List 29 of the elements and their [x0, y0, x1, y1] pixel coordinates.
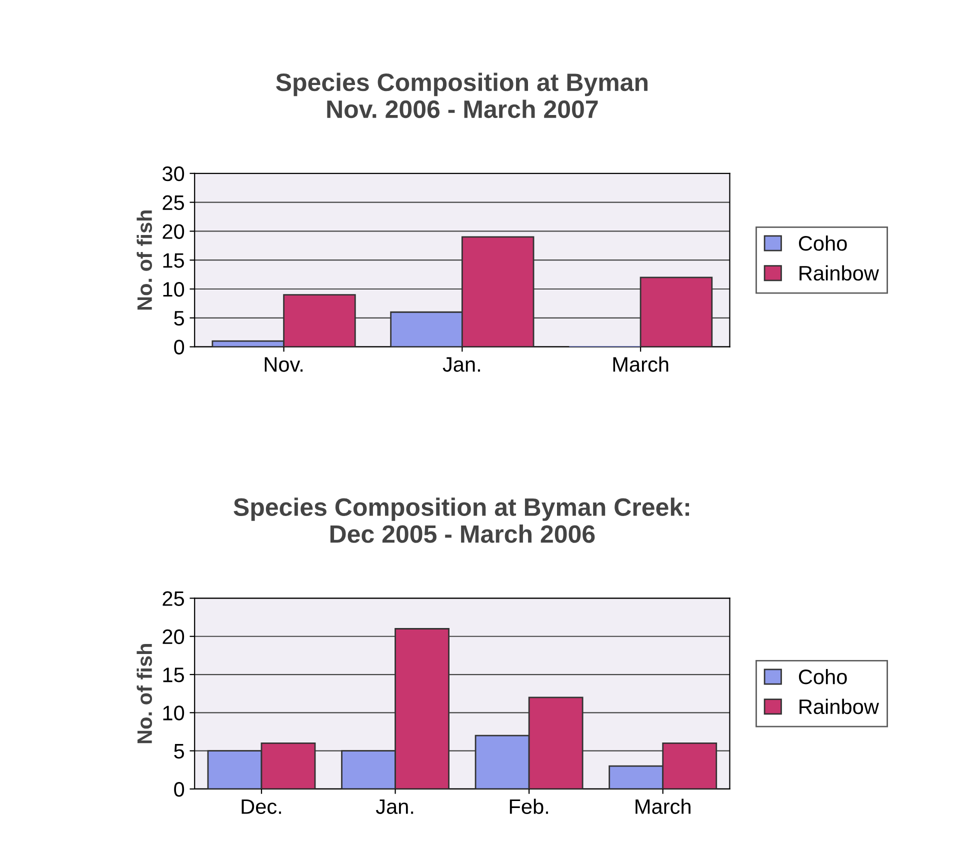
y-tick-label: 5 [174, 311, 184, 326]
x-tick-label: Feb. [510, 798, 548, 814]
y-tick-label: 25 [162, 591, 184, 606]
x-tick-label: Jan. [442, 357, 480, 372]
y-axis-title: No. of fish [136, 210, 152, 310]
chart-title: Species Composition at Byman Creek: Dec 2005 - March 2006 [234, 498, 690, 543]
y-tick-label: 0 [174, 782, 184, 797]
y-tick-label: 15 [163, 668, 184, 682]
legend-label: Coho [798, 235, 847, 251]
legend-label: Rainbow [800, 698, 880, 714]
y-tick-label: 0 [174, 340, 184, 355]
x-tick-label: Dec. [242, 799, 282, 814]
bar [640, 276, 713, 347]
x-tick-label: Jan. [376, 799, 414, 814]
y-tick-label: 20 [162, 224, 184, 239]
y-tick-label: 10 [163, 706, 184, 720]
y-tick-label: 5 [174, 744, 184, 759]
x-tick-label: March [636, 798, 690, 814]
legend-label: Coho [798, 668, 847, 684]
y-tick-label: 20 [162, 629, 184, 644]
x-tick-label: March [613, 356, 668, 372]
y-tick-label: 15 [163, 253, 184, 268]
x-tick-label: Nov. [264, 357, 303, 372]
y-tick-label: 10 [163, 282, 184, 297]
y-tick-label: 25 [162, 195, 184, 210]
y-axis-title: No. of fish [136, 644, 152, 744]
legend-label: Rainbow [800, 265, 880, 281]
y-tick-label: 30 [162, 166, 184, 182]
chart-title: Species Composition at Byman Nov. 2006 - March 2007 [276, 72, 648, 118]
